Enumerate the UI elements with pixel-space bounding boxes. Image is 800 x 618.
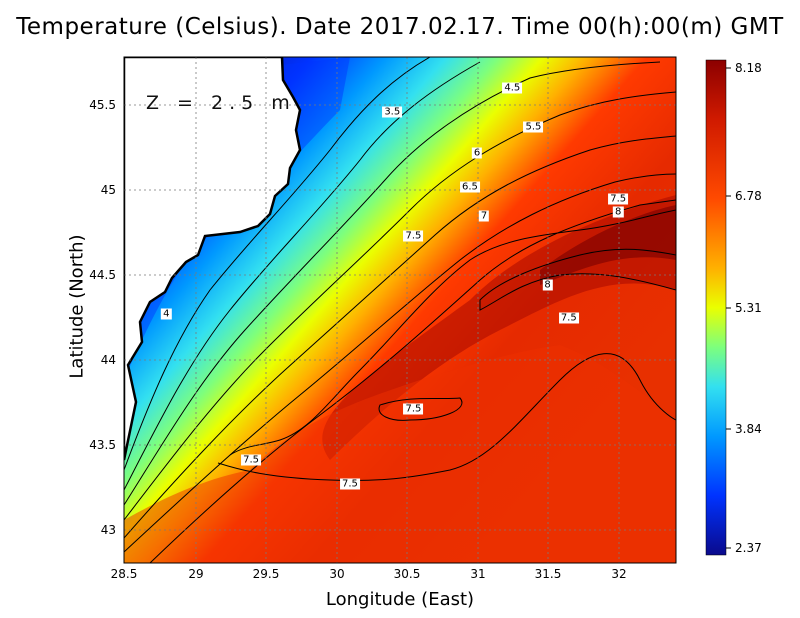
colorbar bbox=[705, 59, 727, 556]
y-tick: 44.5 bbox=[89, 268, 116, 282]
x-tick: 30 bbox=[329, 567, 345, 581]
depth-label: Z = 2.5 m bbox=[146, 92, 296, 114]
x-tick: 30.5 bbox=[393, 567, 421, 581]
gridlines bbox=[124, 57, 676, 563]
map-title: Temperature (Celsius). Date 2017.02.17. … bbox=[16, 14, 784, 40]
contour-label: 7.5 bbox=[403, 230, 424, 242]
contour-label: 6 bbox=[471, 147, 483, 159]
plot-frame bbox=[123, 56, 677, 564]
x-tick: 32 bbox=[611, 567, 627, 581]
contour-label: 7.5 bbox=[403, 403, 424, 415]
contour-label: 6.5 bbox=[459, 181, 480, 193]
y-tick: 43 bbox=[100, 523, 116, 537]
contour-label: 7.5 bbox=[558, 312, 579, 323]
contour-label: 7.5 bbox=[608, 193, 629, 204]
contour-label: 3.5 bbox=[382, 106, 403, 118]
y-axis-label: Latitude (North) bbox=[66, 234, 88, 379]
y-tick: 45.5 bbox=[89, 98, 116, 112]
x-tick: 28.5 bbox=[110, 567, 138, 581]
y-tick: 45 bbox=[100, 183, 116, 197]
contour-label: 8 bbox=[542, 279, 553, 291]
contour-label: 5.5 bbox=[523, 121, 544, 133]
colorbar-tick: 2.37 bbox=[735, 541, 762, 555]
contour-label: 7.5 bbox=[339, 478, 360, 490]
y-tick: 43.5 bbox=[89, 438, 116, 452]
contour-label: 4.5 bbox=[502, 82, 523, 94]
x-tick: 31 bbox=[470, 567, 486, 581]
y-tick: 44 bbox=[100, 353, 116, 367]
x-tick: 29.5 bbox=[252, 567, 280, 581]
contour-label: 8 bbox=[613, 206, 624, 218]
contour-label: 7.5 bbox=[241, 454, 262, 466]
colorbar-tick: 8.18 bbox=[735, 61, 762, 75]
contour-label: 7 bbox=[478, 210, 490, 221]
x-tick: 31.5 bbox=[534, 567, 562, 581]
x-tick: 29 bbox=[188, 567, 204, 581]
x-axis-label: Longitude (East) bbox=[325, 589, 475, 610]
land-mask bbox=[124, 57, 302, 461]
colorbar-tick: 6.78 bbox=[735, 189, 762, 203]
colorbar-tick: 3.84 bbox=[735, 422, 762, 436]
contour-label: 4 bbox=[161, 308, 172, 320]
colorbar-tick: 5.31 bbox=[735, 301, 762, 315]
